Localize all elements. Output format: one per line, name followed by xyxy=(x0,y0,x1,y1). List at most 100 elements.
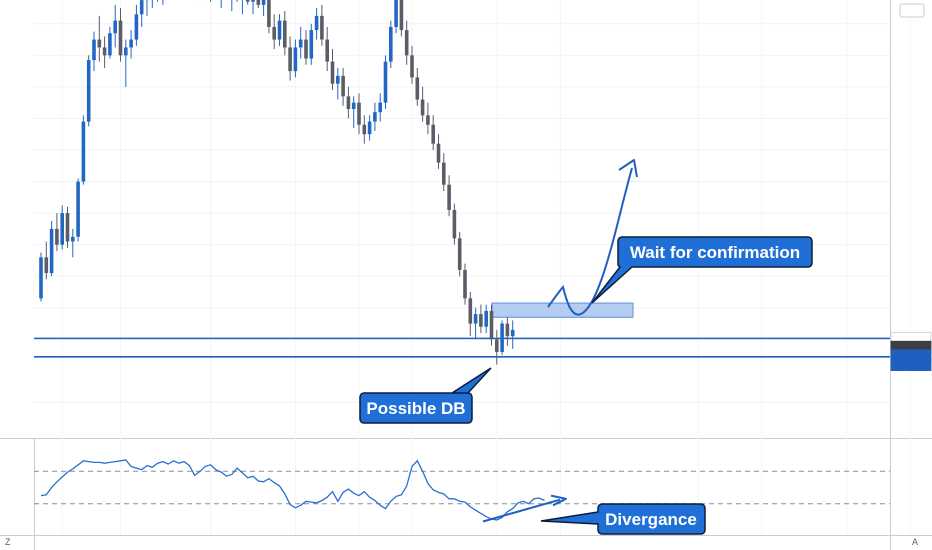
candle-body xyxy=(124,47,128,56)
candle-body xyxy=(81,121,86,182)
indicator-series xyxy=(40,459,545,521)
candle-body xyxy=(86,60,91,122)
candle-body xyxy=(245,0,250,2)
indicator-line xyxy=(40,459,545,521)
candle-body xyxy=(44,257,49,274)
projection-arrowhead xyxy=(618,159,638,178)
candle-body xyxy=(420,99,425,116)
candle-body xyxy=(362,124,367,135)
candle-body xyxy=(495,339,499,352)
divergence-trendline xyxy=(482,498,561,523)
candle-body xyxy=(473,314,478,324)
resistance-zone xyxy=(491,302,634,318)
axis-labels xyxy=(890,3,932,371)
candle-body xyxy=(500,323,504,352)
candle-body xyxy=(431,124,435,144)
candle-body xyxy=(92,39,96,61)
candle-body xyxy=(410,55,414,78)
candle-body xyxy=(293,47,298,72)
support-lines xyxy=(34,337,890,358)
candlestick-series xyxy=(39,0,515,365)
indicator-pane-background xyxy=(34,439,890,535)
corner-label-left: Z xyxy=(5,537,11,547)
candle-body xyxy=(505,323,510,337)
candle-body xyxy=(351,102,356,109)
divergence-callout-label: Divergance xyxy=(605,510,697,529)
candle-body xyxy=(346,96,351,109)
candle-body xyxy=(463,269,467,299)
wait-callout-label: Wait for confirmation xyxy=(630,243,800,262)
price-tag-box xyxy=(890,358,932,371)
corner-label-right: A xyxy=(912,537,918,547)
db-callout-box xyxy=(359,367,492,424)
candle-body xyxy=(484,310,488,327)
candle-body xyxy=(65,213,70,242)
candle-body xyxy=(468,298,473,324)
candle-body xyxy=(510,329,515,337)
candle-body xyxy=(447,184,451,210)
wait-callout[interactable]: Wait for confirmation xyxy=(591,236,813,304)
currency-badge xyxy=(899,3,925,18)
candle-body xyxy=(373,112,377,122)
candle-body xyxy=(113,20,117,34)
candle-body xyxy=(298,39,303,48)
candle-body xyxy=(415,77,420,100)
candle-body xyxy=(108,33,112,56)
db-callout-label: Possible DB xyxy=(366,399,465,418)
candle-body xyxy=(442,162,446,185)
candle-body xyxy=(251,0,255,2)
candle-body xyxy=(39,257,43,299)
candle-body xyxy=(314,15,319,31)
candle-body xyxy=(139,0,144,15)
candle-body xyxy=(378,102,382,113)
candle-body xyxy=(97,39,102,48)
candle-body xyxy=(489,310,494,340)
candle-body xyxy=(336,75,340,84)
candle-body xyxy=(426,115,430,125)
candle-body xyxy=(320,15,324,40)
candle-body xyxy=(267,0,271,27)
candle-body xyxy=(129,39,133,48)
annotation-drawings xyxy=(482,159,638,523)
candle-body xyxy=(60,213,64,245)
projection-path xyxy=(547,167,633,316)
candle-body xyxy=(457,238,462,270)
divergence-callout-box xyxy=(540,503,706,535)
candle-body xyxy=(367,121,372,135)
db-callout[interactable]: Possible DB xyxy=(359,367,492,424)
candle-body xyxy=(325,39,329,62)
candle-body xyxy=(389,26,393,62)
candle-body xyxy=(394,0,398,27)
candle-body xyxy=(404,30,409,56)
divergence-callout[interactable]: Divergance xyxy=(540,503,706,535)
divergence-arrowhead xyxy=(550,494,567,507)
candle-body xyxy=(102,47,107,56)
candle-body xyxy=(118,20,123,56)
candle-body xyxy=(399,0,404,31)
candle-body xyxy=(452,209,457,239)
price-pane-background xyxy=(34,0,890,438)
candle-body xyxy=(283,20,287,48)
candle-body xyxy=(272,26,276,40)
candle-body xyxy=(341,75,345,97)
candle-body xyxy=(261,0,266,5)
candle-body xyxy=(49,228,54,274)
resistance-zone-layer xyxy=(491,302,634,318)
wait-callout-box xyxy=(591,236,813,304)
candle-body xyxy=(383,61,388,103)
candle-body xyxy=(134,14,139,40)
candle-body xyxy=(309,30,314,59)
candle-body xyxy=(357,102,361,125)
candle-body xyxy=(277,20,282,40)
candle-body xyxy=(304,39,308,59)
candle-body xyxy=(256,0,261,5)
candle-body xyxy=(436,143,441,163)
candle-body xyxy=(479,314,483,327)
candle-body xyxy=(288,47,292,72)
candle-body xyxy=(55,228,59,245)
candle-body xyxy=(71,236,75,242)
candle-body xyxy=(76,181,80,237)
candle-body xyxy=(330,61,335,84)
